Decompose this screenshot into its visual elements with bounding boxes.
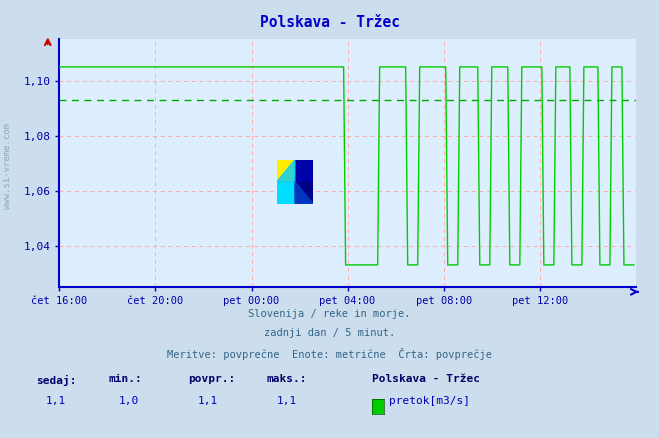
Text: Polskava - Tržec: Polskava - Tržec bbox=[372, 374, 480, 385]
Text: 1,1: 1,1 bbox=[46, 396, 67, 406]
Text: 1,0: 1,0 bbox=[119, 396, 139, 406]
Text: maks.:: maks.: bbox=[267, 374, 307, 385]
Text: povpr.:: povpr.: bbox=[188, 374, 235, 385]
Polygon shape bbox=[277, 160, 295, 182]
Text: sedaj:: sedaj: bbox=[36, 374, 76, 385]
Text: Meritve: povprečne  Enote: metrične  Črta: povprečje: Meritve: povprečne Enote: metrične Črta:… bbox=[167, 348, 492, 360]
Polygon shape bbox=[277, 182, 295, 204]
Polygon shape bbox=[295, 182, 313, 204]
Polygon shape bbox=[295, 160, 313, 182]
Text: pretok[m3/s]: pretok[m3/s] bbox=[389, 396, 470, 406]
Text: 1,1: 1,1 bbox=[198, 396, 218, 406]
Text: Slovenija / reke in morje.: Slovenija / reke in morje. bbox=[248, 309, 411, 319]
Text: Polskava - Tržec: Polskava - Tržec bbox=[260, 15, 399, 30]
Polygon shape bbox=[277, 160, 295, 182]
Polygon shape bbox=[295, 182, 313, 204]
Text: zadnji dan / 5 minut.: zadnji dan / 5 minut. bbox=[264, 328, 395, 339]
Text: www.si-vreme.com: www.si-vreme.com bbox=[3, 124, 13, 209]
Text: 1,1: 1,1 bbox=[277, 396, 297, 406]
Text: min.:: min.: bbox=[109, 374, 142, 385]
